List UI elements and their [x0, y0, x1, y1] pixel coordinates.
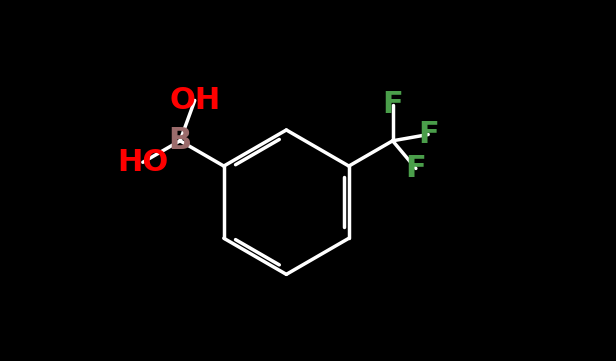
Text: HO: HO [117, 148, 168, 177]
Text: F: F [418, 120, 439, 149]
Text: B: B [169, 126, 192, 155]
Text: F: F [405, 154, 426, 183]
Text: F: F [383, 90, 403, 119]
Text: OH: OH [169, 86, 221, 115]
